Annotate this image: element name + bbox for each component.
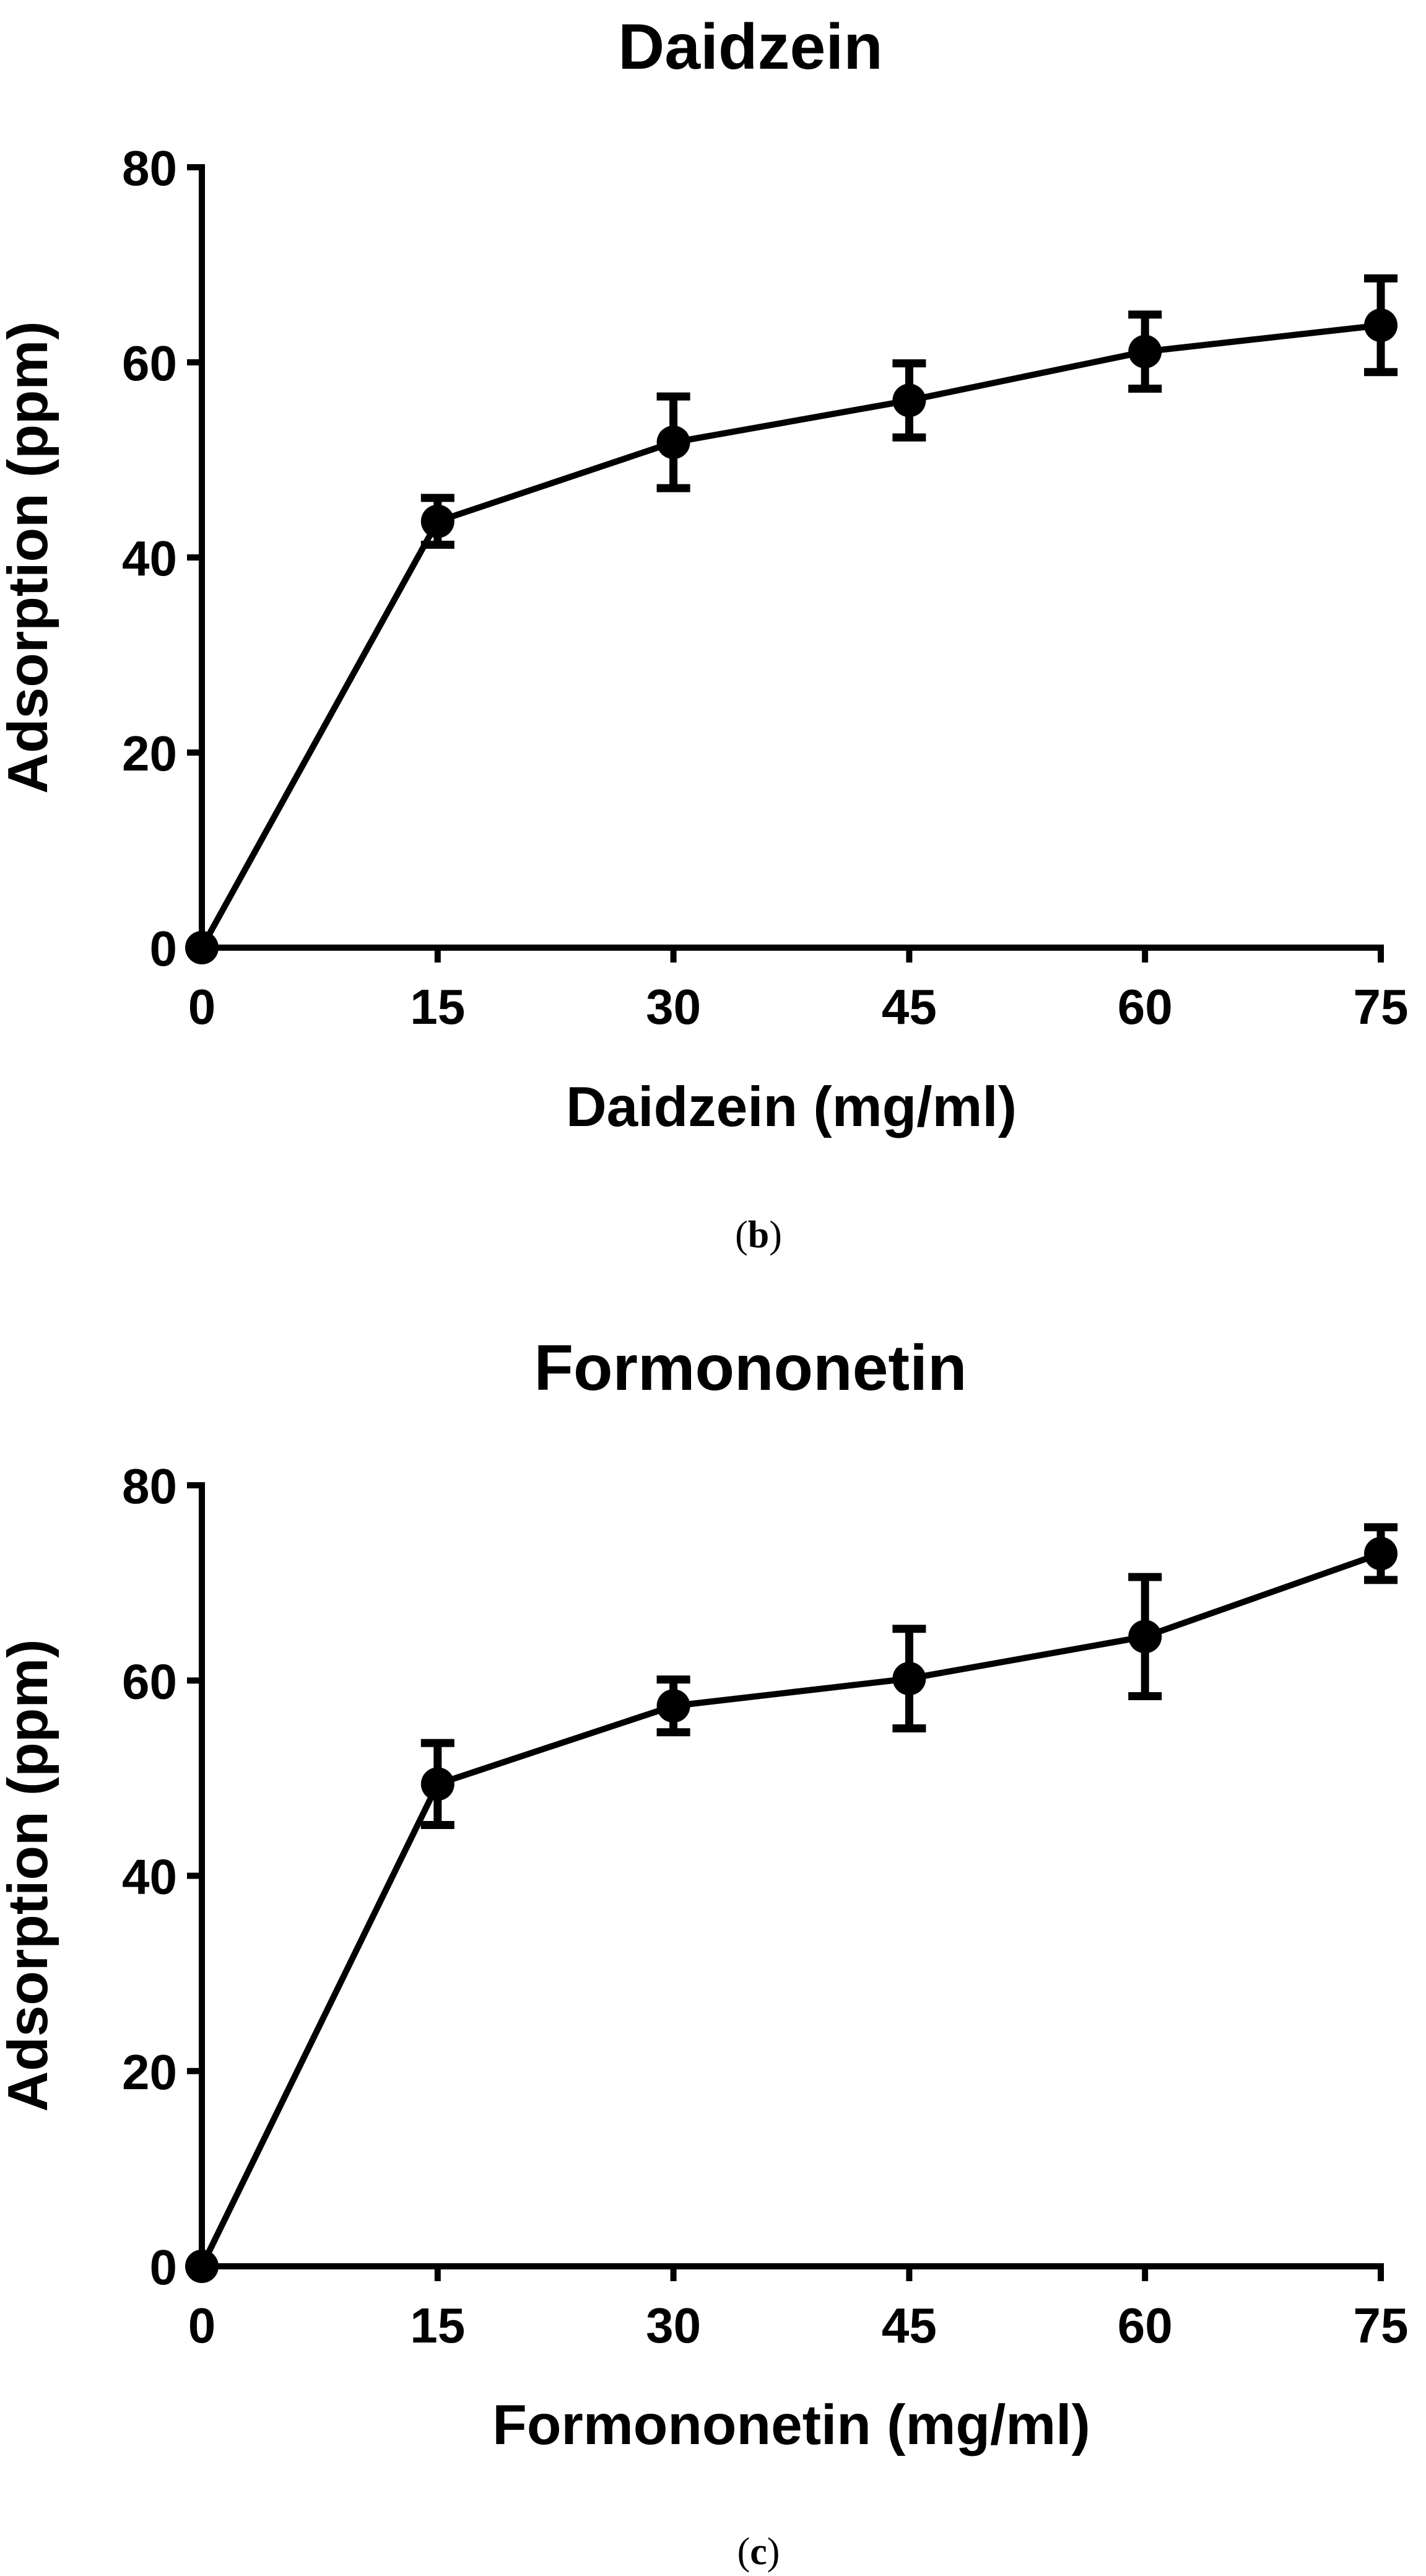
panel-label: (c) [737, 2531, 780, 2573]
x-tick-label: 45 [882, 979, 937, 1034]
y-axis-label: Adsorption (ppm) [0, 321, 59, 793]
x-tick-label: 15 [410, 979, 465, 1034]
panel-label: (b) [735, 1214, 782, 1256]
data-point [1128, 1620, 1162, 1654]
y-tick-label: 60 [122, 1654, 177, 1709]
series-line [199, 1550, 1382, 2268]
y-ticks: 0 20 40 60 80 [122, 141, 202, 976]
data-point [185, 2250, 219, 2283]
data-series [185, 274, 1398, 964]
chart-formononetin: Formononetin 0 20 40 60 80 0 15 30 45 60 75 Adsor… [0, 1332, 1408, 2573]
data-series [185, 1523, 1398, 2283]
x-axis-label: Formononetin (mg/ml) [492, 2394, 1090, 2456]
x-ticks: 0 15 30 45 60 75 [188, 2266, 1409, 2353]
y-ticks: 0 20 40 60 80 [122, 1459, 202, 2295]
data-point [1364, 1537, 1398, 1571]
x-tick-label: 75 [1354, 979, 1409, 1034]
x-axis-label: Daidzein (mg/ml) [566, 1076, 1017, 1138]
x-tick-label: 0 [188, 2298, 216, 2353]
chart-title: Daidzein [618, 11, 883, 83]
x-tick-label: 60 [1118, 979, 1173, 1034]
x-tick-label: 45 [882, 2298, 937, 2353]
x-tick-label: 30 [646, 979, 701, 1034]
data-point [1364, 308, 1398, 343]
y-tick-label: 60 [122, 336, 177, 391]
data-point [185, 931, 219, 964]
data-point [892, 383, 926, 417]
x-tick-label: 75 [1354, 2298, 1409, 2353]
data-point [420, 1767, 454, 1801]
y-tick-label: 40 [122, 531, 177, 586]
y-tick-label: 80 [122, 141, 177, 196]
x-tick-label: 15 [410, 2298, 465, 2353]
y-tick-label: 80 [122, 1459, 177, 1514]
data-point [656, 1689, 690, 1723]
data-point [1128, 334, 1162, 369]
y-tick-label: 20 [122, 726, 177, 781]
y-tick-label: 40 [122, 1849, 177, 1905]
x-tick-label: 0 [188, 979, 216, 1034]
x-tick-label: 60 [1118, 2298, 1173, 2353]
series-line [199, 322, 1381, 950]
chart-daidzein: Daidzein 0 20 40 60 80 0 15 30 45 60 75 Adsorptio… [0, 11, 1408, 1256]
y-tick-label: 0 [150, 921, 178, 976]
y-tick-label: 0 [150, 2240, 178, 2295]
data-point [656, 426, 690, 460]
y-tick-label: 20 [122, 2045, 177, 2100]
data-point [892, 1662, 926, 1696]
y-axis-label: Adsorption (ppm) [0, 1639, 59, 2111]
x-ticks: 0 15 30 45 60 75 [188, 948, 1409, 1034]
chart-title: Formononetin [534, 1332, 967, 1404]
data-point [420, 504, 454, 538]
x-tick-label: 30 [646, 2298, 701, 2353]
